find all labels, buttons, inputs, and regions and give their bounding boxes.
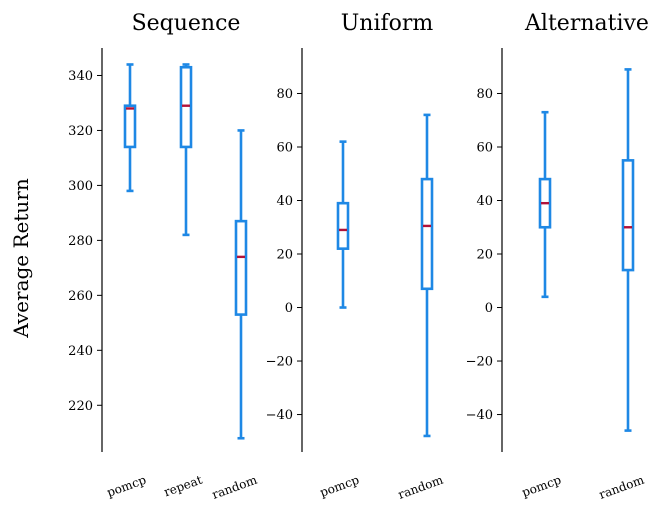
category-label: random bbox=[210, 472, 259, 501]
iqr-box bbox=[336, 201, 350, 250]
y-tick-label: 0 bbox=[485, 301, 493, 316]
iqr-box bbox=[420, 177, 434, 291]
iqr-box bbox=[621, 159, 635, 272]
y-tick-label: −40 bbox=[266, 408, 293, 423]
box-random bbox=[621, 68, 635, 432]
y-tick-label: 80 bbox=[476, 87, 493, 102]
y-tick-label: 300 bbox=[68, 179, 93, 194]
panel-alternative: Alternative −40 −20 0 20 40 60 80 pomcp random bbox=[466, 11, 649, 502]
y-tick-label: 240 bbox=[68, 344, 93, 359]
category-label: pomcp bbox=[318, 473, 361, 500]
panel-title: Sequence bbox=[132, 11, 241, 36]
y-tick-label: −40 bbox=[466, 408, 493, 423]
panel-uniform: Uniform −40 −20 0 20 40 60 80 pomcp random bbox=[266, 11, 446, 502]
box-random bbox=[420, 113, 434, 438]
iqr-box bbox=[234, 219, 248, 316]
y-tick-label: −20 bbox=[466, 355, 493, 370]
y-tick-label: −20 bbox=[266, 355, 293, 370]
y-tick-label: 80 bbox=[276, 87, 293, 102]
y-tick-label: 60 bbox=[476, 140, 493, 155]
box-pomcp bbox=[538, 110, 552, 299]
iqr-box bbox=[123, 104, 137, 149]
category-label: random bbox=[396, 472, 445, 501]
category-label: pomcp bbox=[520, 473, 563, 500]
y-tick-label: 280 bbox=[68, 234, 93, 249]
category-label: random bbox=[597, 472, 646, 501]
category-label: repeat bbox=[162, 473, 204, 500]
y-tick-label: 0 bbox=[285, 301, 293, 316]
y-tick-label: 320 bbox=[68, 124, 93, 139]
y-tick-label: 20 bbox=[276, 248, 293, 263]
y-tick-label: 260 bbox=[68, 289, 93, 304]
category-label: pomcp bbox=[105, 473, 148, 500]
y-tick-label: 220 bbox=[68, 399, 93, 414]
y-tick-label: 40 bbox=[276, 194, 293, 209]
iqr-box bbox=[179, 65, 193, 149]
box-random bbox=[234, 129, 248, 440]
box-pomcp bbox=[123, 63, 137, 193]
panel-title: Alternative bbox=[524, 11, 649, 36]
y-tick-label: 60 bbox=[276, 140, 293, 155]
y-tick-label: 40 bbox=[476, 194, 493, 209]
panel-sequence: Sequence 220 240 260 280 300 320 340 pomcp repeat… bbox=[68, 11, 259, 502]
box-pomcp bbox=[336, 140, 350, 309]
y-tick-label: 20 bbox=[476, 248, 493, 263]
box-repeat bbox=[179, 63, 193, 237]
y-tick-label: 340 bbox=[68, 69, 93, 84]
y-axis-label: Average Return bbox=[9, 178, 33, 339]
panel-title: Uniform bbox=[341, 11, 434, 36]
iqr-box bbox=[538, 177, 552, 229]
